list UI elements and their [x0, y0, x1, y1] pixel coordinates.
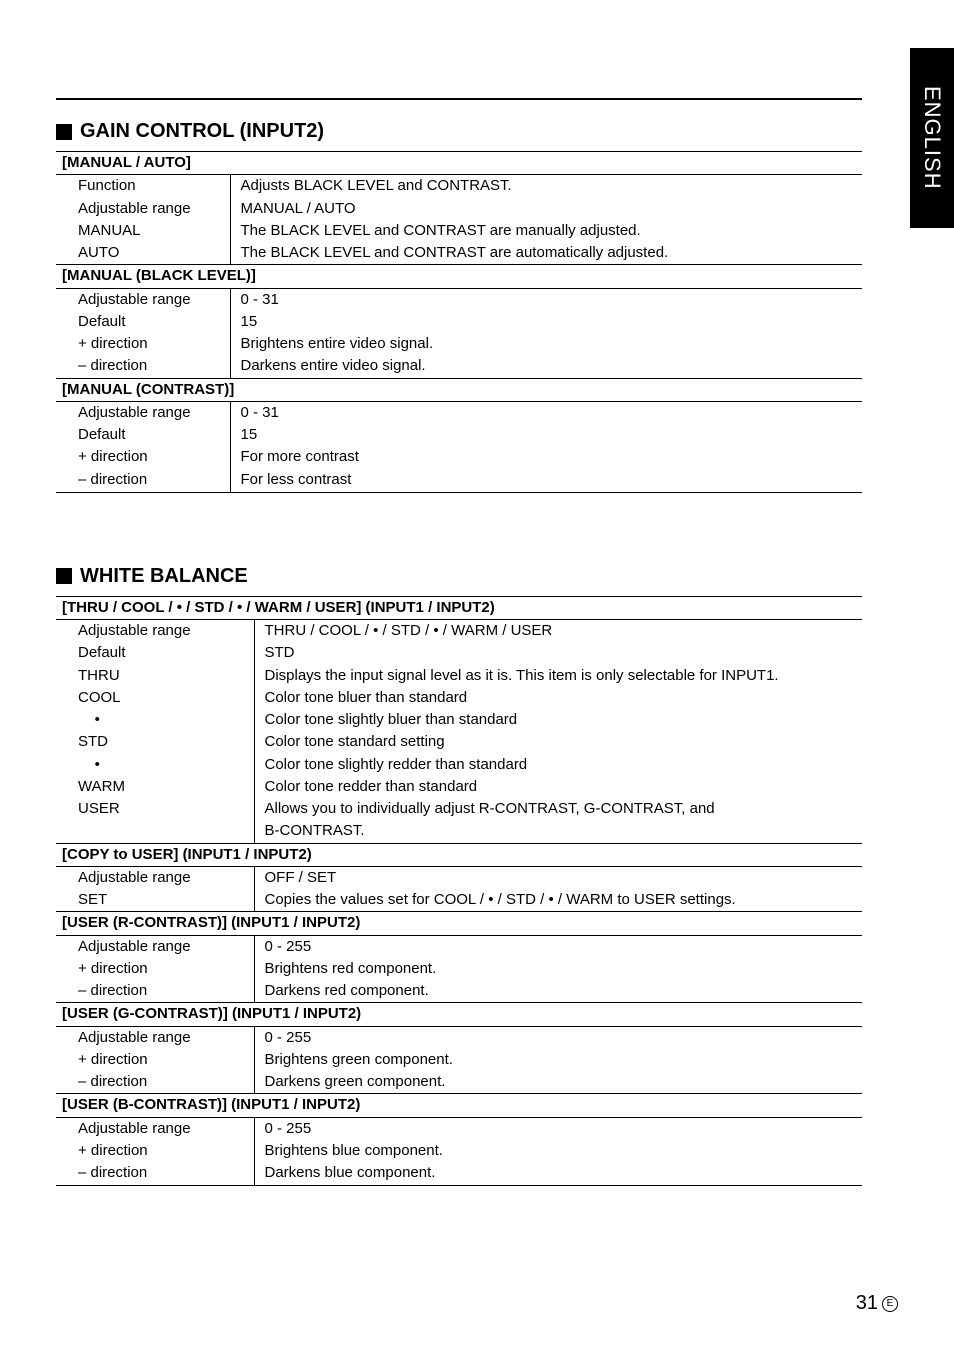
- table-row-value: The BLACK LEVEL and CONTRAST are manuall…: [230, 220, 862, 242]
- section-title-text: WHITE BALANCE: [80, 565, 248, 588]
- table-row-value: For less contrast: [230, 469, 862, 493]
- table-group-header: [USER (G-CONTRAST)] (INPUT1 / INPUT2): [56, 1003, 862, 1026]
- table-row-label: – direction: [56, 1162, 254, 1186]
- table-row-label: Adjustable range: [56, 620, 254, 643]
- table-row-value: Allows you to individually adjust R-CONT…: [254, 798, 862, 820]
- table-row-value: B-CONTRAST.: [254, 820, 862, 843]
- table-row-label: Adjustable range: [56, 1117, 254, 1140]
- table-row-label: – direction: [56, 469, 230, 493]
- table-row-label: Default: [56, 311, 230, 333]
- table-row-value: 0 - 255: [254, 1117, 862, 1140]
- table-row-label: – direction: [56, 355, 230, 378]
- table-row-label: Function: [56, 175, 230, 198]
- table-row-label: Adjustable range: [56, 401, 230, 424]
- table-row-label: •: [56, 754, 254, 776]
- page-content: GAIN CONTROL (INPUT2) [MANUAL / AUTO]Fun…: [56, 98, 862, 1186]
- table-row-value: Darkens red component.: [254, 980, 862, 1003]
- page-letter-circle-icon: E: [882, 1296, 898, 1312]
- square-bullet-icon: [56, 124, 72, 140]
- table-row-value: 0 - 31: [230, 401, 862, 424]
- table-row-value: Color tone slightly bluer than standard: [254, 709, 862, 731]
- table-row-label: + direction: [56, 1140, 254, 1162]
- table-row-label: Default: [56, 642, 254, 664]
- table-row-label: Adjustable range: [56, 866, 254, 889]
- page-number: 31 E: [856, 1292, 898, 1315]
- table-row-value: 0 - 255: [254, 935, 862, 958]
- table-row-value: Brightens blue component.: [254, 1140, 862, 1162]
- table-row-label: •: [56, 709, 254, 731]
- table-group-header: [USER (B-CONTRAST)] (INPUT1 / INPUT2): [56, 1094, 862, 1117]
- table-row-label: + direction: [56, 1049, 254, 1071]
- table-row-value: Displays the input signal level as it is…: [254, 665, 862, 687]
- table-group-header: [MANUAL / AUTO]: [56, 152, 862, 175]
- table-row-value: 0 - 255: [254, 1026, 862, 1049]
- table-row-label: + direction: [56, 958, 254, 980]
- table-row-label: STD: [56, 731, 254, 753]
- table-row-value: Darkens blue component.: [254, 1162, 862, 1186]
- table-row-label: Adjustable range: [56, 1026, 254, 1049]
- table-row-value: 15: [230, 311, 862, 333]
- table-row-label: – direction: [56, 1071, 254, 1094]
- table-row-label: + direction: [56, 333, 230, 355]
- table-row-label: + direction: [56, 446, 230, 468]
- table-group-header: [COPY to USER] (INPUT1 / INPUT2): [56, 843, 862, 866]
- page-number-value: 31: [856, 1292, 878, 1315]
- table-row-label: COOL: [56, 687, 254, 709]
- table-row-label: – direction: [56, 980, 254, 1003]
- table-row-value: Color tone bluer than standard: [254, 687, 862, 709]
- table-row-label: THRU: [56, 665, 254, 687]
- section-title-white-balance: WHITE BALANCE: [56, 565, 862, 588]
- table-row-label: [56, 820, 254, 843]
- table-row-value: For more contrast: [230, 446, 862, 468]
- white-balance-table: [THRU / COOL / • / STD / • / WARM / USER…: [56, 596, 862, 1187]
- table-row-label: Default: [56, 424, 230, 446]
- table-row-value: Darkens entire video signal.: [230, 355, 862, 378]
- table-row-value: Color tone slightly redder than standard: [254, 754, 862, 776]
- table-group-header: [THRU / COOL / • / STD / • / WARM / USER…: [56, 596, 862, 619]
- table-row-label: SET: [56, 889, 254, 912]
- table-row-value: Brightens green component.: [254, 1049, 862, 1071]
- table-row-label: WARM: [56, 776, 254, 798]
- table-row-label: MANUAL: [56, 220, 230, 242]
- table-row-value: OFF / SET: [254, 866, 862, 889]
- table-row-value: THRU / COOL / • / STD / • / WARM / USER: [254, 620, 862, 643]
- language-tab: ENGLISH: [910, 48, 954, 228]
- table-row-label: USER: [56, 798, 254, 820]
- table-row-value: MANUAL / AUTO: [230, 198, 862, 220]
- table-group-header: [MANUAL (CONTRAST)]: [56, 378, 862, 401]
- table-row-value: Color tone redder than standard: [254, 776, 862, 798]
- table-row-value: 0 - 31: [230, 288, 862, 311]
- table-row-value: Brightens red component.: [254, 958, 862, 980]
- section-title-gain-control: GAIN CONTROL (INPUT2): [56, 120, 862, 143]
- top-rule: [56, 98, 862, 100]
- table-row-label: Adjustable range: [56, 198, 230, 220]
- table-row-value: Darkens green component.: [254, 1071, 862, 1094]
- table-row-value: The BLACK LEVEL and CONTRAST are automat…: [230, 242, 862, 265]
- square-bullet-icon: [56, 568, 72, 584]
- gain-control-table: [MANUAL / AUTO]FunctionAdjusts BLACK LEV…: [56, 151, 862, 493]
- table-group-header: [USER (R-CONTRAST)] (INPUT1 / INPUT2): [56, 912, 862, 935]
- table-row-value: 15: [230, 424, 862, 446]
- table-group-header: [MANUAL (BLACK LEVEL)]: [56, 265, 862, 288]
- table-row-value: Copies the values set for COOL / • / STD…: [254, 889, 862, 912]
- table-row-label: AUTO: [56, 242, 230, 265]
- table-row-value: Adjusts BLACK LEVEL and CONTRAST.: [230, 175, 862, 198]
- table-row-label: Adjustable range: [56, 935, 254, 958]
- table-row-value: STD: [254, 642, 862, 664]
- table-row-value: Color tone standard setting: [254, 731, 862, 753]
- section-title-text: GAIN CONTROL (INPUT2): [80, 120, 324, 143]
- table-row-value: Brightens entire video signal.: [230, 333, 862, 355]
- table-row-label: Adjustable range: [56, 288, 230, 311]
